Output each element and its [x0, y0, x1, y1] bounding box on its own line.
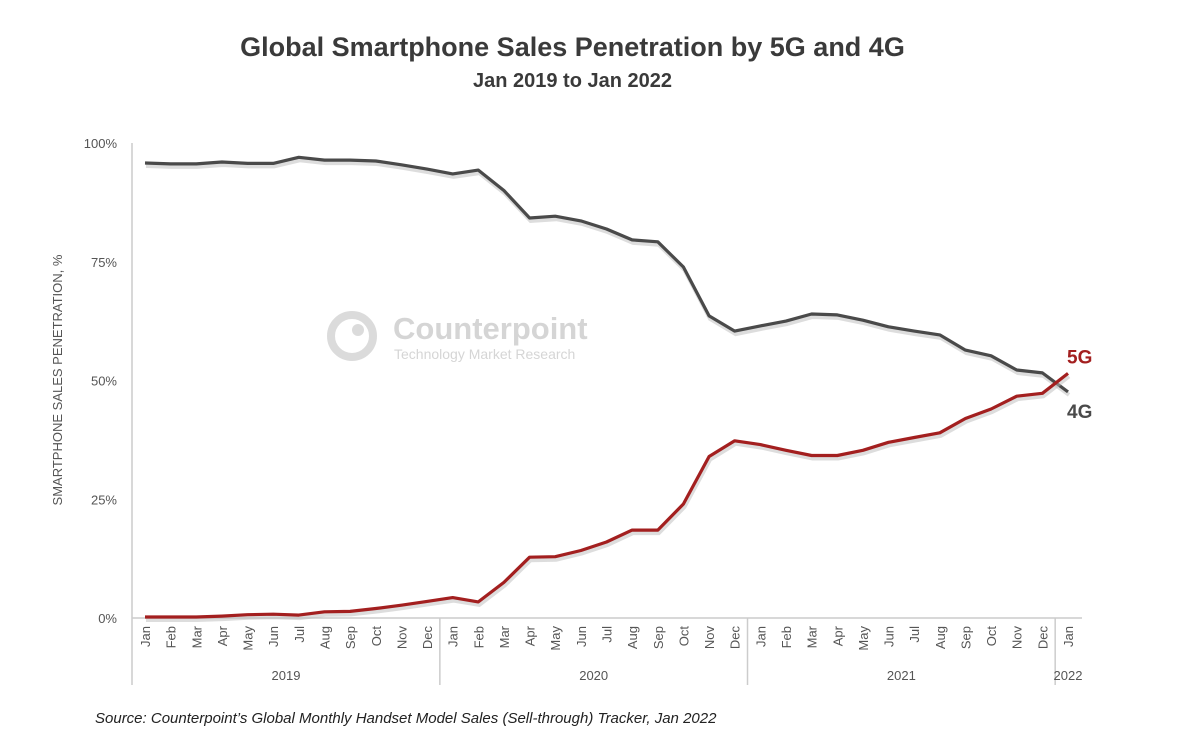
- year-label: 2021: [887, 668, 916, 683]
- x-tick-label: Mar: [497, 625, 512, 648]
- x-tick-label: Oct: [984, 626, 999, 647]
- x-tick-label: Aug: [933, 626, 948, 649]
- x-tick-label: Jul: [600, 626, 615, 643]
- x-tick-label: May: [548, 626, 563, 651]
- x-tick-label: Jan: [1061, 626, 1076, 647]
- series-label-4G: 4G: [1067, 402, 1092, 423]
- x-tick-label: Nov: [702, 626, 717, 650]
- x-tick-label: Apr: [215, 625, 230, 646]
- counterpoint-logo-dot: [352, 324, 364, 336]
- x-tick-label: Jan: [138, 626, 153, 647]
- x-tick-label: Dec: [728, 626, 743, 650]
- y-tick-label: 0%: [98, 611, 117, 626]
- watermark-brand: Counterpoint: [393, 311, 588, 346]
- x-tick-label: Apr: [830, 625, 845, 646]
- x-tick-label: Sep: [958, 626, 973, 649]
- x-tick-label: Feb: [471, 626, 486, 648]
- counterpoint-watermark: Counterpoint Technology Market Research: [327, 311, 588, 362]
- x-tick-label: Jan: [753, 626, 768, 647]
- x-tick-label: Aug: [625, 626, 640, 649]
- x-tick-label: Nov: [394, 626, 409, 650]
- chart-title: Global Smartphone Sales Penetration by 5…: [240, 32, 905, 62]
- x-tick-label: Oct: [369, 626, 384, 647]
- y-tick-label: 100%: [84, 136, 118, 151]
- x-tick-label: Aug: [317, 626, 332, 649]
- x-tick-label: Dec: [420, 626, 435, 650]
- x-tick-label: Feb: [779, 626, 794, 648]
- x-tick-label: Jul: [907, 626, 922, 643]
- x-tick-label: Jun: [266, 626, 281, 647]
- x-tick-label: Sep: [651, 626, 666, 649]
- watermark-tagline: Technology Market Research: [394, 346, 575, 362]
- x-tick-label: Mar: [805, 625, 820, 648]
- x-tick-label: Jul: [292, 626, 307, 643]
- x-tick-label: Sep: [343, 626, 358, 649]
- x-tick-label: Nov: [1010, 626, 1025, 650]
- x-tick-label: May: [856, 626, 871, 651]
- series-line-5G: [145, 372, 1069, 619]
- source-note: Source: Counterpoint’s Global Monthly Ha…: [95, 710, 717, 727]
- x-tick-label: Feb: [164, 626, 179, 648]
- series-shadow-4G: [145, 158, 1071, 397]
- x-tick-label: Jun: [882, 626, 897, 647]
- year-label: 2020: [579, 668, 608, 683]
- y-tick-label: 75%: [91, 255, 117, 270]
- year-label: 2019: [272, 668, 301, 683]
- x-tick-label: Oct: [676, 626, 691, 647]
- year-label: 2022: [1054, 668, 1083, 683]
- series-line-4G: [144, 155, 1069, 394]
- series-shadow-5G: [146, 374, 1071, 622]
- x-tick-label: Apr: [523, 625, 538, 646]
- x-tick-label: Jun: [574, 626, 589, 647]
- x-tick-label: May: [241, 626, 256, 651]
- x-tick-label: Mar: [189, 625, 204, 648]
- series-label-5G: 5G: [1067, 347, 1092, 368]
- x-tick-label: Dec: [1035, 626, 1050, 650]
- chart-subtitle: Jan 2019 to Jan 2022: [472, 70, 672, 92]
- y-tick-label: 50%: [91, 374, 117, 389]
- y-axis-label: SMARTPHONE SALES PENETRATION, %: [50, 254, 65, 505]
- x-tick-label: Jan: [446, 626, 461, 647]
- counterpoint-logo-icon: [327, 311, 377, 361]
- y-tick-label: 25%: [91, 492, 117, 507]
